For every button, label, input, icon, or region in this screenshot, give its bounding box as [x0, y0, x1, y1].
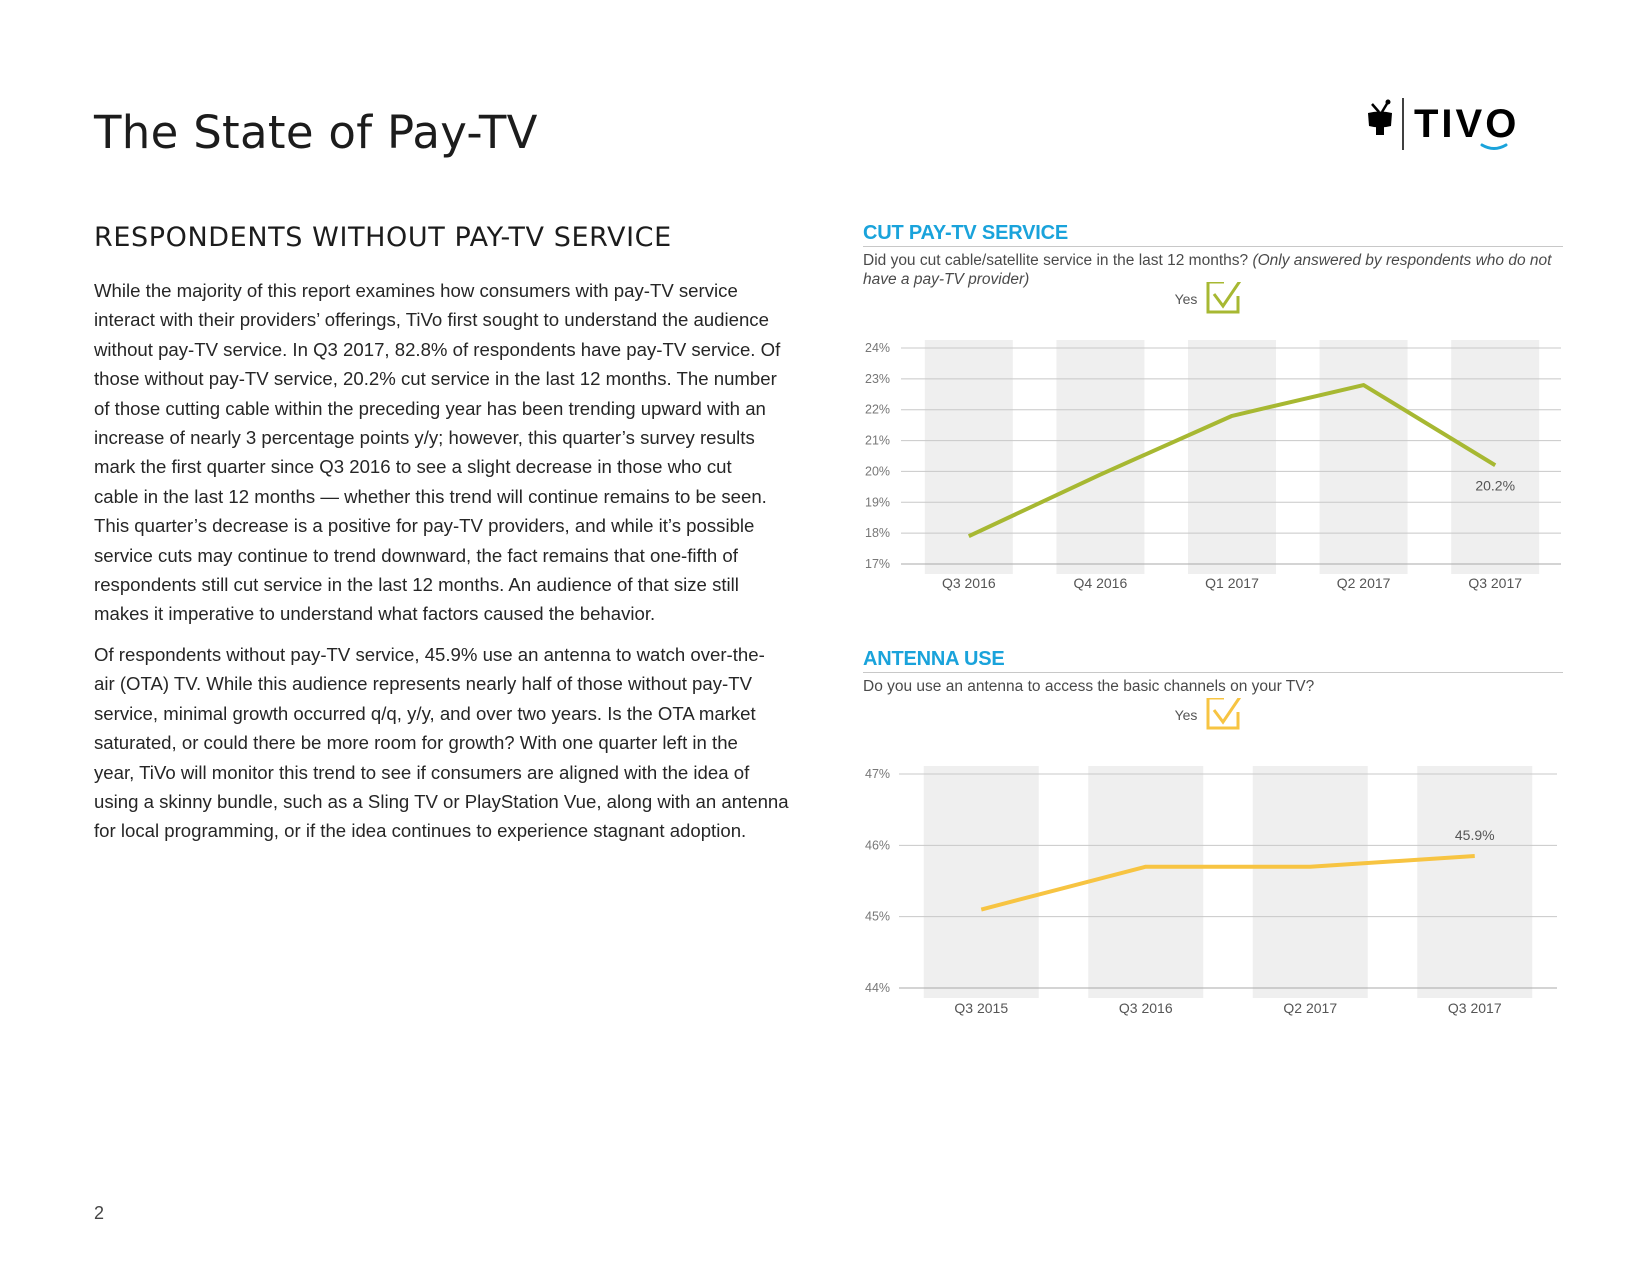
- data-label: 45.9%: [1455, 827, 1495, 843]
- y-tick-label: 44%: [865, 981, 890, 995]
- legend-label: Yes: [1175, 291, 1198, 307]
- paragraph-line: year, TiVo will monitor this trend to se…: [94, 761, 750, 783]
- x-tick-label: Q3 2015: [954, 1000, 1008, 1016]
- paragraph-line: makes it imperative to understand what f…: [94, 603, 656, 625]
- y-tick-label: 46%: [865, 838, 890, 852]
- chart-plot: Yes 47% 46% 45% 44% Q3 2015 Q3 2016 Q2 2017 Q3 2…: [865, 698, 1557, 1016]
- page-number: 2: [94, 1203, 105, 1223]
- category-band: [1056, 340, 1145, 574]
- paragraph-line: service, minimal growth occurred q/q, y/…: [94, 702, 756, 724]
- data-label: 20.2%: [1475, 477, 1515, 493]
- legend-check-icon: [1206, 698, 1242, 730]
- x-tick-label: Q2 2017: [1337, 575, 1391, 591]
- legend-check-icon: [1206, 282, 1242, 314]
- y-tick-label: 17%: [865, 557, 890, 571]
- x-tick-label: Q4 2016: [1074, 575, 1128, 591]
- paragraph-line: using a skinny bundle, such as a Sling T…: [94, 791, 789, 813]
- y-tick-label: 23%: [865, 372, 890, 386]
- x-tick-label: Q2 2017: [1283, 1000, 1337, 1016]
- x-tick-label: Q3 2017: [1468, 575, 1522, 591]
- body-paragraph-antenna: Of respondents without pay-TV service, 4…: [94, 640, 814, 846]
- antenna-use-chart: ANTENNA USE Do you use an antenna to acc…: [863, 648, 1563, 1028]
- y-tick-label: 21%: [865, 434, 890, 448]
- series-line: [980, 854, 1475, 912]
- paragraph-line: While the majority of this report examin…: [94, 280, 738, 301]
- paragraph-line: interact with their providers’ offerings…: [94, 309, 769, 331]
- y-tick-label: 47%: [865, 767, 890, 781]
- x-tick-label: Q1 2017: [1205, 575, 1259, 591]
- body-paragraph-cut-service: While the majority of this report examin…: [94, 276, 814, 629]
- tivo-logo: TIVO: [1366, 94, 1566, 154]
- x-tick-label: Q3 2016: [942, 575, 996, 591]
- logo-text: TIVO: [1414, 102, 1519, 146]
- x-tick-label: Q3 2017: [1448, 1000, 1502, 1016]
- chart-subtitle: Do you use an antenna to access the basi…: [863, 678, 1315, 695]
- paragraph-line: This quarter’s decrease is a positive fo…: [94, 515, 755, 537]
- chart-title: CUT PAY-TV SERVICE: [863, 222, 1563, 247]
- paragraph-line: cable in the last 12 months — whether th…: [94, 485, 767, 507]
- page-title: The State of Pay-TV: [94, 106, 538, 159]
- y-tick-label: 18%: [865, 526, 890, 540]
- chart-plot: Yes 24% 23% 22% 21% 20% 19% 18% 17% Q3 2016 Q4 201…: [865, 282, 1561, 591]
- paragraph-line: saturated, or could there be more room f…: [94, 732, 738, 754]
- category-band: [1252, 766, 1368, 998]
- tivo-tv-icon: [1368, 99, 1392, 135]
- y-tick-label: 19%: [865, 495, 890, 509]
- paragraph-line: mark the first quarter since Q3 2016 to …: [94, 456, 732, 478]
- paragraph-line: without pay-TV service. In Q3 2017, 82.8…: [94, 338, 781, 360]
- category-band: [923, 766, 1039, 998]
- y-tick-label: 22%: [865, 403, 890, 417]
- chart-subtitle-note: (Only answered by respondents who do not…: [863, 252, 1552, 288]
- x-tick-label: Q3 2016: [1119, 1000, 1173, 1016]
- y-tick-label: 24%: [865, 341, 890, 355]
- category-band: [1417, 766, 1533, 998]
- category-band: [1088, 766, 1204, 998]
- y-tick-label: 20%: [865, 464, 890, 478]
- category-band: [1188, 340, 1276, 574]
- category-band: [1319, 340, 1408, 574]
- paragraph-line: those without pay-TV service, 20.2% cut …: [94, 368, 777, 390]
- section-heading: RESPONDENTS WITHOUT PAY-TV SERVICE: [94, 222, 672, 253]
- paragraph-line: service cuts may continue to trend downw…: [94, 544, 738, 566]
- paragraph-line: for local programming, or if the idea co…: [94, 820, 747, 842]
- chart-title: ANTENNA USE: [863, 648, 1563, 673]
- paragraph-line: air (OTA) TV. While this audience repres…: [94, 673, 752, 695]
- paragraph-line: Of respondents without pay-TV service, 4…: [94, 644, 765, 665]
- paragraph-line: of those cutting cable within the preced…: [94, 397, 766, 419]
- chart-subtitle: Did you cut cable/satellite service in t…: [863, 252, 1552, 288]
- y-tick-label: 45%: [865, 910, 890, 924]
- legend-label: Yes: [1175, 707, 1198, 723]
- paragraph-line: increase of nearly 3 percentage points y…: [94, 427, 755, 449]
- cut-pay-tv-chart: CUT PAY-TV SERVICE Did you cut cable/sat…: [863, 222, 1563, 602]
- paragraph-line: respondents still cut service in the las…: [94, 574, 739, 596]
- category-band: [924, 340, 1013, 574]
- category-band: [1451, 340, 1540, 574]
